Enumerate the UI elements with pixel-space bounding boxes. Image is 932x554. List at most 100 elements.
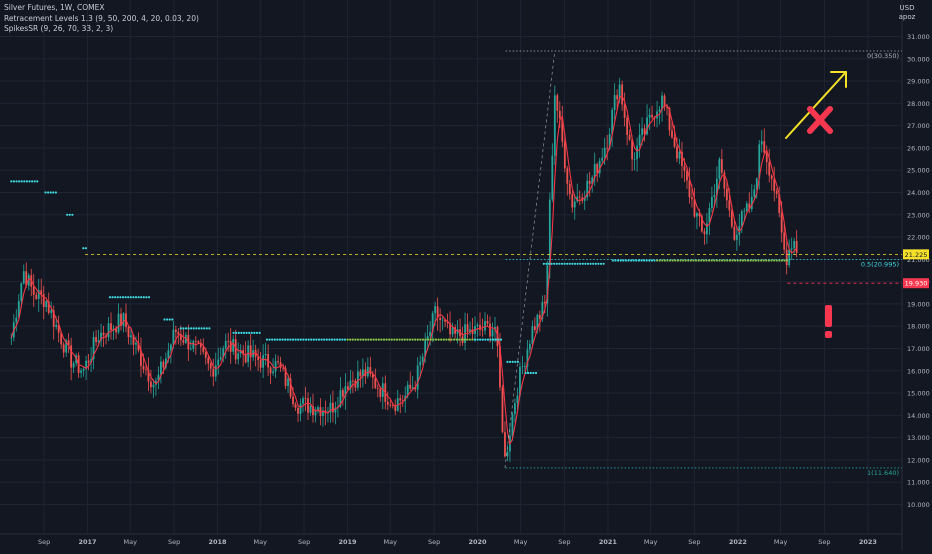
sr-dot	[650, 259, 654, 262]
candle-body	[262, 355, 265, 368]
candle	[626, 115, 629, 146]
candle-body	[172, 329, 175, 345]
sr-dot	[406, 338, 409, 341]
sr-dot	[434, 338, 438, 341]
sr-dot	[757, 259, 760, 262]
candle-body	[37, 290, 40, 299]
sr-dot	[445, 338, 448, 341]
candle	[344, 373, 347, 410]
candle	[553, 85, 556, 166]
candle	[411, 375, 414, 391]
sr-dot	[190, 327, 193, 330]
candle-body	[444, 319, 447, 322]
price-tick-label: 21.000	[907, 256, 930, 264]
sr-level	[66, 213, 74, 216]
candle-body	[519, 366, 521, 396]
candle	[332, 390, 334, 423]
candle-body	[563, 141, 566, 169]
legend-indicator-spikes: SpikesSR (9, 26, 70, 33, 2, 3)	[4, 24, 114, 33]
candle-body	[259, 359, 262, 368]
sr-dot	[320, 338, 323, 341]
candle	[132, 333, 135, 356]
candle-body	[212, 368, 215, 377]
time-tick-label: 2020	[468, 538, 487, 546]
candle-body	[122, 313, 125, 326]
sr-dot	[576, 262, 579, 265]
exclamation-bar	[825, 305, 832, 327]
candle-body	[733, 226, 736, 240]
candle	[361, 358, 364, 388]
candle	[788, 239, 791, 268]
sr-dot	[255, 331, 259, 334]
candle-body	[775, 191, 778, 195]
candle	[419, 355, 422, 378]
sr-dot	[114, 296, 117, 299]
candle-body	[778, 194, 781, 213]
candle-body	[501, 387, 504, 433]
candle	[720, 148, 723, 177]
price-tick-label: 23.000	[907, 211, 930, 219]
time-tick-label: Sep	[38, 538, 50, 546]
candle-body	[309, 406, 312, 413]
time-tick-label: 2019	[338, 538, 357, 546]
candle-body	[162, 361, 165, 368]
sr-dot	[754, 259, 758, 262]
time-tick-label: Sep	[298, 538, 310, 546]
candle	[703, 228, 706, 245]
candle-body	[17, 301, 20, 318]
sr-dot	[253, 331, 256, 334]
time-tick-label: Sep	[168, 538, 180, 546]
sr-dot	[497, 338, 500, 341]
candle	[130, 328, 132, 346]
sr-dot	[741, 259, 745, 262]
sr-dot	[341, 338, 344, 341]
sr-dot	[710, 259, 713, 262]
candle	[436, 297, 439, 331]
price-tick-label: 28.000	[907, 100, 930, 108]
sr-dot	[447, 338, 451, 341]
sr-dot	[424, 338, 427, 341]
sr-dot	[473, 338, 477, 341]
candle-body	[80, 370, 83, 373]
candle-body	[671, 130, 673, 138]
sr-dot	[390, 338, 393, 341]
candle	[374, 368, 377, 390]
sr-dot	[328, 338, 331, 341]
candle	[773, 166, 776, 202]
candle-body	[369, 366, 372, 374]
candle-body	[593, 163, 596, 178]
sr-dot	[648, 259, 651, 262]
candle	[199, 338, 202, 356]
candle-body	[466, 324, 469, 333]
candle-body	[32, 286, 35, 295]
candle-body	[411, 387, 414, 389]
sr-dot	[330, 338, 334, 341]
exclamation-dot	[825, 331, 832, 338]
sr-dot	[208, 327, 211, 330]
sr-dot	[28, 180, 31, 183]
sr-dot	[663, 259, 667, 262]
candle-body	[299, 403, 302, 414]
sr-dot	[624, 259, 628, 262]
candle-body	[613, 95, 616, 110]
candle	[269, 365, 272, 384]
candle-body	[192, 340, 195, 349]
candle	[297, 405, 299, 423]
candle	[207, 355, 210, 371]
sr-dot	[511, 360, 514, 363]
candle-body	[426, 335, 429, 340]
candle-body	[65, 340, 68, 353]
sr-dot	[545, 262, 548, 265]
candle-body	[531, 326, 534, 344]
sr-dot	[584, 262, 587, 265]
candle-body	[102, 332, 105, 336]
candle-body	[100, 332, 102, 341]
time-tick-label: May	[644, 538, 658, 546]
candle-body	[150, 381, 152, 388]
candle-body	[770, 175, 773, 179]
sr-dot	[36, 180, 39, 183]
sr-dot	[579, 262, 582, 265]
candle-body	[234, 339, 237, 360]
sr-dot	[617, 259, 620, 262]
